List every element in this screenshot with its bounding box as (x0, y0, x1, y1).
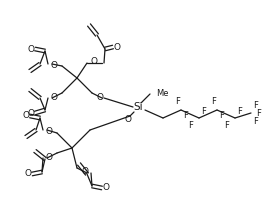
Text: F: F (176, 98, 180, 106)
Text: Me: Me (156, 88, 168, 98)
Text: F: F (225, 120, 230, 130)
Text: O: O (27, 45, 35, 53)
Text: F: F (184, 112, 188, 120)
Text: O: O (51, 92, 57, 102)
Text: O: O (102, 184, 110, 192)
Text: O: O (23, 112, 30, 120)
Text: O: O (51, 60, 57, 70)
Text: F: F (238, 107, 242, 117)
Text: O: O (90, 57, 98, 67)
Text: O: O (124, 114, 131, 124)
Text: F: F (257, 109, 261, 117)
Text: F: F (253, 100, 259, 110)
Text: F: F (189, 120, 193, 130)
Text: O: O (81, 167, 89, 177)
Text: Si: Si (133, 102, 143, 112)
Text: F: F (219, 112, 225, 120)
Text: O: O (27, 109, 35, 117)
Text: O: O (114, 42, 120, 52)
Text: O: O (45, 152, 52, 162)
Text: F: F (211, 98, 217, 106)
Text: O: O (45, 127, 52, 135)
Text: O: O (97, 92, 103, 102)
Text: O: O (24, 170, 31, 179)
Text: F: F (253, 117, 259, 126)
Text: F: F (202, 107, 206, 117)
